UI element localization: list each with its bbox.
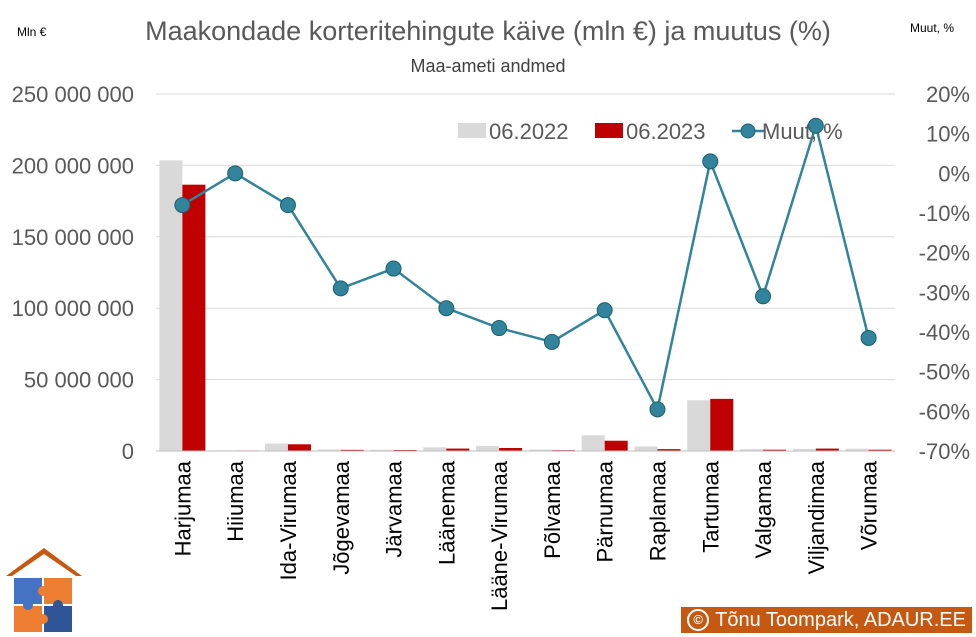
legend-label-change: Muut, % [762,119,843,144]
legend-label-2023: 06.2023 [626,119,706,144]
bar-06.2022-Järvamaa [370,449,394,451]
y2-tick-label: -40% [919,320,970,345]
y-tick-label: 50 000 000 [24,368,134,393]
x-tick-label: Järvamaa [382,460,407,557]
legend-label-2022: 06.2022 [489,119,569,144]
x-tick-label: Põlvamaa [540,460,565,559]
left-axis-unit-label: Mln € [17,25,47,39]
bar-06.2022-Harjumaa [159,160,183,452]
x-tick-label: Lääne-Virumaa [487,460,512,611]
bar-06.2022-Läänemaa [423,447,447,451]
y2-tick-label: -70% [919,439,970,464]
y-tick-label: 150 000 000 [12,225,134,250]
bar-06.2022-Tartumaa [687,400,711,451]
y2-tick-label: -20% [919,241,970,266]
credit-box: © Tõnu Toompark, ADAUR.EE [681,607,972,633]
bar-06.2023-Ida-Virumaa [287,444,311,451]
x-tick-label: Raplamaa [645,460,670,561]
bar-06.2023-Läänemaa [446,448,470,451]
change-point-Järvamaa [385,260,402,277]
bar-series [159,160,892,452]
y2-tick-label: -30% [919,280,970,305]
copyright-icon: © [687,609,710,631]
change-point-Jõgevamaa [332,280,349,297]
bar-06.2023-Lääne-Virumaa [499,448,523,451]
y-tick-label: 100 000 000 [12,296,134,321]
bar-06.2022-Valgamaa [740,449,764,451]
bar-06.2022-Pärnumaa [581,435,605,451]
bar-06.2023-Pärnumaa [604,440,628,451]
legend: 06.2022 06.2023 Muut, % [458,119,843,144]
bar-06.2023-Tartumaa [710,398,734,451]
change-point-Võrumaa [860,329,877,346]
bar-06.2023-Viljandimaa [815,448,839,451]
bar-06.2022-Võrumaa [845,448,869,451]
change-point-Pärnumaa [596,302,613,319]
bar-06.2022-Jõgevamaa [317,449,341,451]
legend-swatch-2022 [458,123,486,138]
x-tick-label: Pärnumaa [593,460,618,562]
bar-06.2022-Ida-Virumaa [264,443,288,451]
change-point-Raplamaa [649,401,666,418]
y-tick-label: 0 [122,439,134,464]
change-point-Lääne-Virumaa [491,320,508,337]
bar-06.2022-Viljandimaa [792,448,816,451]
adaur-logo [6,548,82,634]
change-point-Ida-Virumaa [279,197,296,214]
change-point-Läänemaa [438,300,455,317]
change-point-Harjumaa [174,197,191,214]
y2-tick-label: 20% [926,82,970,107]
bar-06.2023-Harjumaa [182,184,206,452]
y2-tick-label: 0% [938,161,970,186]
x-tick-label: Hiiumaa [223,460,248,541]
change-point-Viljandimaa [807,117,824,134]
x-tick-label: Valgamaa [751,460,776,558]
x-tick-label: Ida-Virumaa [276,460,301,580]
chart-title: Maakondade korteritehingute käive (mln €… [145,16,831,46]
bar-06.2023-Jõgevamaa [340,449,364,451]
credit-text: Tõnu Toompark, ADAUR.EE [715,609,966,631]
change-point-Tartumaa [702,153,719,170]
y2-tick-label: 10% [926,122,970,147]
chart-subtitle: Maa-ameti andmed [410,56,565,76]
gridlines [156,93,895,381]
right-axis-unit-label: Muut, % [910,21,954,35]
change-point-Hiiumaa [227,165,244,182]
legend-marker-swatch [740,123,756,139]
legend-swatch-2023 [595,123,623,138]
bar-06.2023-Võrumaa [868,449,892,451]
bar-06.2023-Raplamaa [657,449,681,451]
y-tick-label: 250 000 000 [12,82,134,107]
x-tick-label: Harjumaa [170,460,195,556]
x-tick-label: Võrumaa [857,460,882,550]
y2-tick-label: -60% [919,399,970,424]
x-tick-label: Viljandimaa [804,460,829,574]
change-point-Valgamaa [755,288,772,305]
left-axis-ticks: 250 000 000 200 000 000 150 000 000 100 000… [12,82,134,464]
change-line [181,121,870,413]
right-axis-ticks: 20% 10% 0% -10% -20% -30% -40% -50% -60% -70% [919,82,970,464]
y2-tick-label: -10% [919,201,970,226]
line-series [174,117,877,418]
category-labels: Harjumaa Hiiumaa Ida-Virumaa Jõgevamaa Järva… [170,460,881,611]
bar-06.2022-Raplamaa [634,446,658,451]
x-tick-label: Jõgevamaa [329,460,354,575]
y-tick-label: 200 000 000 [12,153,134,178]
x-tick-label: Tartumaa [698,460,723,552]
bar-06.2022-Lääne-Virumaa [476,445,500,451]
change-point-Põlvamaa [543,333,560,350]
bar-06.2022-Põlvamaa [528,449,552,451]
y2-tick-label: -50% [919,360,970,385]
bar-06.2023-Valgamaa [763,449,787,451]
x-tick-label: Läänemaa [434,460,459,565]
